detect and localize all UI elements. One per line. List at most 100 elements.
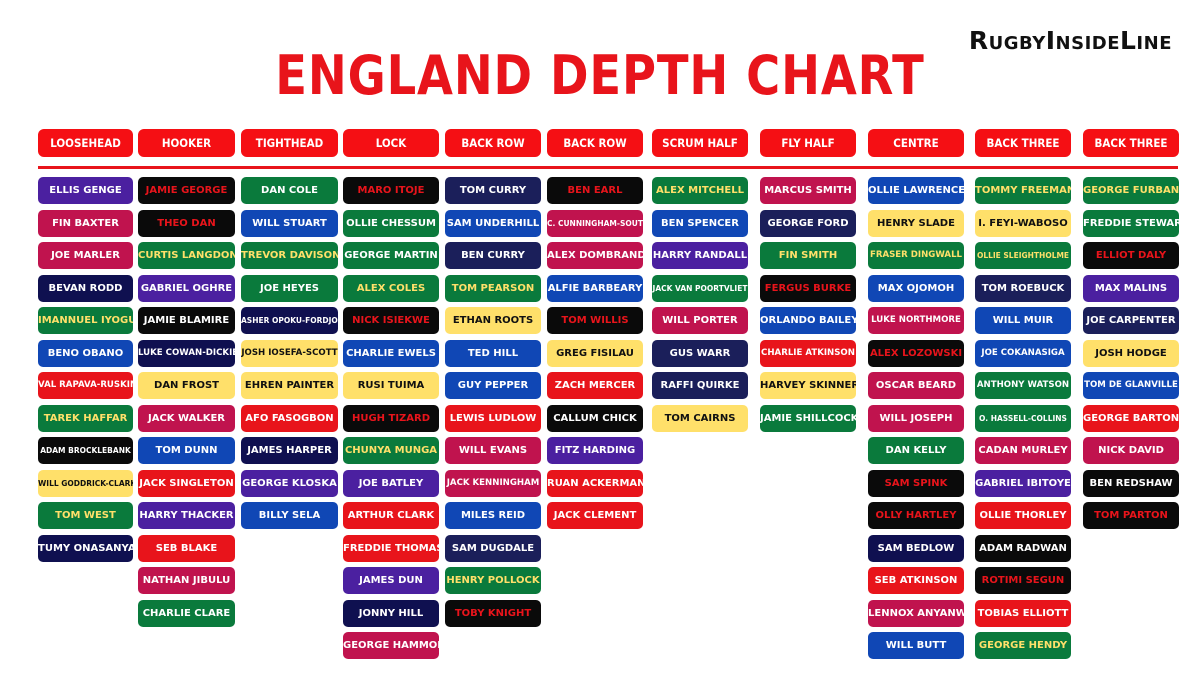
player-pill: ALEX MITCHELL (652, 177, 748, 204)
player-pill: DAN COLE (241, 177, 338, 204)
player-pill: SAM UNDERHILL (445, 209, 541, 237)
player-pill: ORLANDO BAILEY (760, 307, 856, 334)
position-column: BACK THREE TOMMY FREEMAN I. FEYI-WABOSO OLL… (975, 129, 1071, 659)
player-pill: ALEX COLES (343, 274, 439, 302)
player-pill: TREVOR DAVISON (241, 242, 338, 269)
player-pill: CHARLIE EWELS (343, 339, 439, 367)
player-pill: WILL GODDRICK-CLARKE (38, 469, 133, 497)
player-pill: ADAM BROCKLEBANK (38, 437, 133, 464)
player-pill: GEORGE BARTON (1083, 404, 1179, 432)
player-pill: TED HILL (445, 339, 541, 367)
player-pill: TOM CURRY (445, 177, 541, 204)
player-pill: ASHER OPOKU-FORDJOUR (241, 307, 338, 334)
player-list: MARO ITOJE OLLIE CHESSUM GEORGE MARTIN ALEX… (343, 177, 439, 665)
player-pill: BEN CURRY (445, 242, 541, 269)
player-pill: OLLIE CHESSUM (343, 209, 439, 237)
player-pill: CHARLIE ATKINSON (760, 339, 856, 367)
player-pill: CHUNYA MUNGA (343, 437, 439, 464)
position-header: BACK ROW (547, 129, 643, 157)
player-pill: GEORGE HAMMOND (343, 632, 439, 659)
player-pill: JACK CLEMENT (547, 502, 643, 529)
player-pill: OLLIE THORLEY (975, 502, 1071, 529)
position-column: CENTRE OLLIE LAWRENCE HENRY SLADE FRASER DI… (868, 129, 964, 659)
position-column: HOOKER JAMIE GEORGE THEO DAN CURTIS LANGDON… (138, 129, 235, 627)
player-pill: MARCUS SMITH (760, 177, 856, 204)
player-pill: FITZ HARDING (547, 437, 643, 464)
player-pill: OSCAR BEARD (868, 372, 964, 399)
player-pill: C. CUNNINGHAM-SOUTH (547, 209, 643, 237)
player-pill: HUGH TIZARD (343, 404, 439, 432)
player-pill: TOMMY FREEMAN (975, 177, 1071, 204)
position-header: HOOKER (138, 129, 235, 157)
player-pill: ARTHUR CLARK (343, 502, 439, 529)
player-pill: ADAM RADWAN (975, 534, 1071, 562)
player-pill: CADAN MURLEY (975, 437, 1071, 464)
player-pill: JACK WALKER (138, 404, 235, 432)
player-pill: ANTHONY WATSON (975, 372, 1071, 399)
player-pill: AFO FASOGBON (241, 404, 338, 432)
player-pill: TOM WILLIS (547, 307, 643, 334)
position-header: BACK THREE (975, 129, 1071, 157)
position-column: BACK THREE GEORGE FURBANK FREDDIE STEWARD E… (1083, 129, 1179, 529)
brand-logo: RugbyInsideLine (968, 26, 1172, 55)
player-pill: ALEX LOZOWSKI (868, 339, 964, 367)
player-pill: JAMIE GEORGE (138, 177, 235, 204)
player-pill: JONNY HILL (343, 599, 439, 627)
player-pill: RAFFI QUIRKE (652, 372, 748, 399)
player-pill: JACK KENNINGHAM (445, 469, 541, 497)
player-pill: FREDDIE THOMAS (343, 534, 439, 562)
player-list: BEN EARL C. CUNNINGHAM-SOUTH ALEX DOMBRAND… (547, 177, 643, 535)
player-pill: FIN SMITH (760, 242, 856, 269)
player-list: TOMMY FREEMAN I. FEYI-WABOSO OLLIE SLEIGHT… (975, 177, 1071, 665)
player-pill: ETHAN ROOTS (445, 307, 541, 334)
player-pill: JAMES DUN (343, 567, 439, 594)
player-pill: HARRY THACKER (138, 502, 235, 529)
player-pill: ELLIOT DALY (1083, 242, 1179, 269)
player-pill: OLLY HARTLEY (868, 502, 964, 529)
player-pill: ALFIE BARBEARY (547, 274, 643, 302)
player-pill: BEN REDSHAW (1083, 469, 1179, 497)
player-pill: LUKE NORTHMORE (868, 307, 964, 334)
player-pill: HENRY SLADE (868, 209, 964, 237)
player-pill: TOM PEARSON (445, 274, 541, 302)
player-pill: JOE BATLEY (343, 469, 439, 497)
player-pill: RUAN ACKERMANN (547, 469, 643, 497)
player-pill: JAMES HARPER (241, 437, 338, 464)
player-pill: SAM BEDLOW (868, 534, 964, 562)
player-pill: IMANNUEL IYOGUN (38, 307, 133, 334)
player-list: JAMIE GEORGE THEO DAN CURTIS LANGDON GABRIE… (138, 177, 235, 632)
player-pill: GABRIEL OGHRE (138, 274, 235, 302)
player-pill: GEORGE FORD (760, 209, 856, 237)
position-column: SCRUM HALF ALEX MITCHELL BEN SPENCER HARRY … (652, 129, 748, 432)
player-pill: FRASER DINGWALL (868, 242, 964, 269)
player-pill: FERGUS BURKE (760, 274, 856, 302)
position-header: TIGHTHEAD (241, 129, 338, 157)
player-pill: GREG FISILAU (547, 339, 643, 367)
player-list: GEORGE FURBANK FREDDIE STEWARD ELLIOT DALY… (1083, 177, 1179, 535)
player-list: ALEX MITCHELL BEN SPENCER HARRY RANDALL JAC… (652, 177, 748, 437)
player-pill: MILES REID (445, 502, 541, 529)
player-pill: NICK DAVID (1083, 437, 1179, 464)
player-pill: FREDDIE STEWARD (1083, 209, 1179, 237)
player-pill: ALEX DOMBRANDT (547, 242, 643, 269)
position-column: LOCK MARO ITOJE OLLIE CHESSUM GEORGE MARTIN… (343, 129, 439, 659)
player-pill: TOM ROEBUCK (975, 274, 1071, 302)
player-pill: GEORGE FURBANK (1083, 177, 1179, 204)
player-pill: WILL STUART (241, 209, 338, 237)
player-pill: JAMIE BLAMIRE (138, 307, 235, 334)
player-list: ELLIS GENGE FIN BAXTER JOE MARLER BEVAN ROD… (38, 177, 133, 567)
player-pill: I. FEYI-WABOSO (975, 209, 1071, 237)
player-pill: DAN FROST (138, 372, 235, 399)
player-pill: WILL BUTT (868, 632, 964, 659)
player-pill: HARVEY SKINNER (760, 372, 856, 399)
player-pill: GUY PEPPER (445, 372, 541, 399)
player-pill: VAL RAPAVA-RUSKIN (38, 372, 133, 399)
player-pill: TOM PARTON (1083, 502, 1179, 529)
player-list: TOM CURRY SAM UNDERHILL BEN CURRY TOM PEARS… (445, 177, 541, 632)
player-pill: HENRY POLLOCK (445, 567, 541, 594)
player-pill: JOE CARPENTER (1083, 307, 1179, 334)
player-list: OLLIE LAWRENCE HENRY SLADE FRASER DINGWALL… (868, 177, 964, 665)
player-pill: MAX MALINS (1083, 274, 1179, 302)
player-pill: WILL PORTER (652, 307, 748, 334)
position-header: BACK THREE (1083, 129, 1179, 157)
